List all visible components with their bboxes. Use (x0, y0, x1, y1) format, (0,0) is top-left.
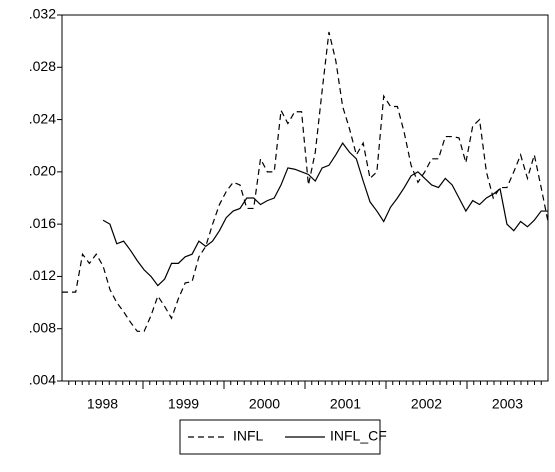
y-tick-label: .004 (29, 372, 56, 388)
legend-label: INFL_CF (330, 428, 387, 444)
x-tick-label: 2000 (249, 396, 280, 412)
y-tick-label: .016 (29, 215, 56, 231)
x-tick-label: 2002 (411, 396, 442, 412)
series-line (102, 142, 548, 287)
x-tick-label: 2001 (330, 396, 361, 412)
plot-frame (61, 14, 549, 382)
y-tick-label: .008 (29, 319, 56, 335)
y-tick-label: .012 (29, 267, 56, 283)
x-tick-label: 2003 (492, 396, 523, 412)
y-tick-label: .032 (29, 6, 56, 22)
y-tick-label: .024 (29, 110, 56, 126)
legend-label: INFL (233, 428, 264, 444)
x-tick-label: 1999 (168, 396, 199, 412)
y-tick-label: .028 (29, 58, 56, 74)
x-tick-label: 1998 (87, 396, 118, 412)
y-tick-label: .020 (29, 163, 56, 179)
series-line (62, 31, 549, 332)
